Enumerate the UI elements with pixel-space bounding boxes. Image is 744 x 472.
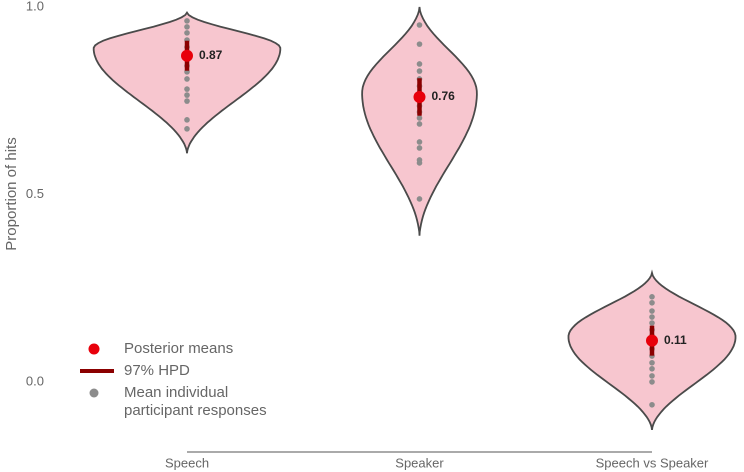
x-tick-label: Speech	[165, 455, 209, 470]
y-axis-label: Proportion of hits	[3, 137, 20, 250]
y-tick-label: 0.5	[26, 186, 44, 201]
participant-point	[416, 139, 423, 145]
participant-point	[184, 92, 190, 98]
legend-item: Mean individual participant responses	[80, 384, 304, 420]
participant-point	[416, 145, 423, 151]
legend: Posterior means 97% HPD Mean individual pa…	[80, 340, 304, 424]
legend-key-box	[80, 362, 118, 380]
legend-item: Posterior means	[80, 340, 304, 358]
participant-point	[416, 22, 423, 28]
participant-point	[649, 373, 655, 379]
mean-label: 0.76	[432, 89, 456, 103]
mean-label: 0.87	[199, 48, 223, 62]
y-tick-label: 0.0	[26, 373, 44, 388]
legend-key	[88, 343, 100, 355]
participant-point	[416, 41, 423, 47]
participant-point	[416, 68, 423, 74]
mean-label: 0.11	[664, 333, 687, 347]
participant-point	[184, 126, 190, 132]
legend-item: 97% HPD	[80, 362, 304, 380]
participant-point	[416, 160, 423, 166]
participant-point	[184, 98, 190, 104]
participant-point	[184, 76, 190, 82]
participant-point	[649, 359, 655, 366]
participant-point	[184, 86, 190, 92]
mean	[646, 334, 658, 347]
violin	[92, 11, 282, 154]
x-tick-label: Speaker	[395, 455, 444, 470]
participant-point	[416, 121, 423, 127]
participant-point	[649, 320, 655, 326]
participant-point	[184, 24, 190, 30]
participant-point	[184, 30, 190, 36]
legend-key	[89, 388, 99, 398]
participant-point	[649, 401, 655, 408]
participant-point	[649, 365, 655, 372]
participant-point	[649, 293, 655, 300]
legend-key-box	[80, 340, 118, 358]
y-tick-label: 1.0	[26, 0, 44, 13]
legend-key-box	[80, 384, 118, 402]
x-tick-label: Speech vs Speaker	[596, 455, 709, 470]
participant-point	[649, 314, 655, 320]
participant-point	[184, 117, 190, 123]
participant-point	[649, 308, 655, 314]
legend-label: Posterior means	[124, 340, 234, 357]
participant-point	[184, 18, 190, 24]
participant-point	[416, 61, 423, 67]
participant-point	[416, 196, 423, 202]
mean	[181, 49, 193, 62]
participant-point	[416, 115, 423, 121]
participant-point	[649, 299, 655, 306]
legend-label: 97% HPD	[124, 362, 190, 379]
mean	[413, 90, 426, 103]
participant-point	[649, 379, 655, 385]
legend-label: Mean individual participant responses	[124, 384, 267, 419]
